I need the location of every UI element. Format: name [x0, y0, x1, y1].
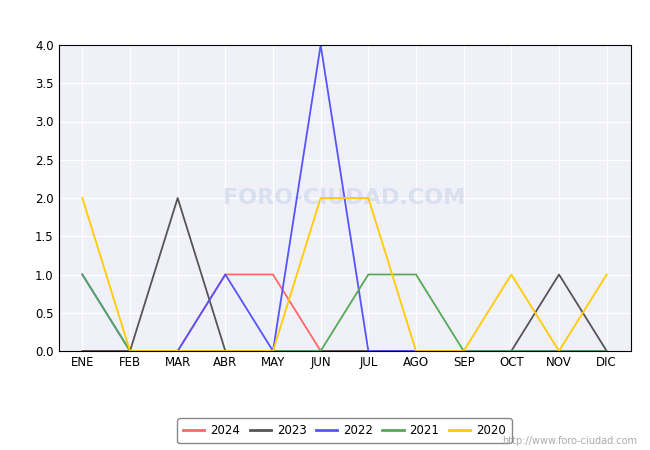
Text: http://www.foro-ciudad.com: http://www.foro-ciudad.com — [502, 436, 637, 446]
Text: Matriculaciones de Vehiculos en Sahún: Matriculaciones de Vehiculos en Sahún — [163, 12, 487, 30]
Legend: 2024, 2023, 2022, 2021, 2020: 2024, 2023, 2022, 2021, 2020 — [177, 418, 512, 443]
Text: FORO-CIUDAD.COM: FORO-CIUDAD.COM — [224, 188, 465, 208]
